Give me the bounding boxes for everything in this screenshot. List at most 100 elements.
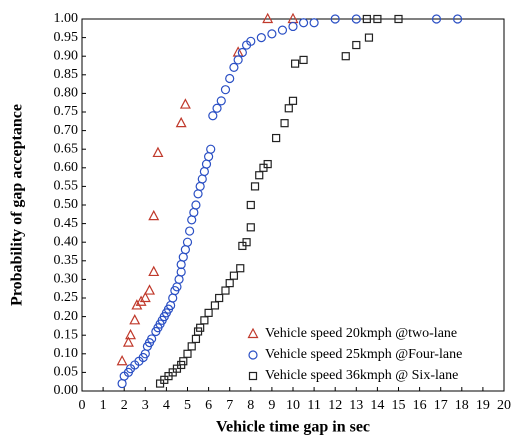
data-point (197, 174, 207, 184)
y-tick-label: 0.75 (54, 104, 79, 119)
x-tick-label: 2 (121, 398, 128, 413)
x-tick-label: 0 (79, 398, 86, 413)
x-tick-label: 20 (497, 398, 511, 413)
data-point (431, 14, 442, 24)
data-point (179, 98, 191, 109)
y-tick-label: 0.70 (54, 123, 79, 138)
data-point (187, 342, 196, 351)
data-point (220, 85, 231, 95)
data-point (201, 159, 212, 169)
data-point (225, 279, 234, 288)
data-point (256, 32, 266, 43)
y-tick-label: 0.05 (54, 365, 79, 380)
data-point (242, 238, 251, 247)
data-point (394, 14, 403, 24)
data-point (299, 55, 308, 65)
data-point (237, 47, 247, 58)
data-point (176, 267, 186, 277)
y-tick-label: 0.55 (54, 179, 79, 194)
x-tick-label: 3 (142, 398, 149, 413)
data-point (183, 349, 192, 358)
data-point (193, 189, 203, 199)
x-tick-label: 11 (307, 398, 320, 413)
data-point (199, 166, 209, 177)
data-point (262, 12, 274, 24)
data-point (168, 293, 178, 303)
y-tick-label: 0.40 (54, 234, 79, 249)
y-tick-label: 0.15 (54, 327, 79, 342)
legend-label: Vehicle speed 36kmph @ Six-lane (265, 368, 458, 383)
y-tick-label: 0.90 (54, 48, 79, 63)
data-point (364, 33, 374, 42)
data-point (210, 301, 220, 310)
data-point (229, 271, 239, 280)
y-tick-label: 0.30 (54, 272, 79, 287)
data-point (267, 29, 277, 39)
x-tick-label: 5 (184, 398, 191, 413)
data-point (255, 171, 264, 180)
x-tick-label: 10 (286, 398, 300, 413)
x-tick-label: 13 (349, 398, 363, 413)
data-point (187, 215, 197, 225)
data-point (174, 274, 184, 284)
data-point (182, 237, 193, 247)
data-point (204, 308, 213, 317)
y-tick-label: 0.20 (54, 309, 79, 324)
data-point (176, 259, 186, 270)
legend-label: Vehicle speed 25kmph @Four-lane (265, 347, 462, 362)
data-point (229, 62, 239, 72)
data-point (330, 14, 340, 24)
data-point (246, 36, 256, 46)
legend-marker (248, 350, 258, 360)
data-point (191, 200, 201, 210)
y-tick-label: 1.00 (54, 11, 79, 26)
data-point (116, 354, 128, 366)
data-point (246, 200, 255, 210)
data-point (298, 18, 309, 28)
data-point (212, 103, 222, 113)
data-point (263, 159, 272, 169)
data-point (196, 323, 205, 332)
y-tick-label: 0.50 (54, 197, 79, 212)
data-point (152, 146, 164, 158)
x-tick-label: 9 (268, 398, 275, 413)
legend-marker (247, 327, 259, 339)
data-point (144, 284, 156, 295)
data-point (246, 223, 255, 232)
data-point (277, 25, 288, 35)
data-point (147, 334, 157, 344)
data-point (148, 265, 160, 277)
x-tick-label: 8 (247, 398, 254, 413)
data-point (452, 14, 463, 24)
data-point (291, 59, 300, 68)
data-point (129, 314, 141, 325)
data-point (125, 328, 137, 340)
data-point (288, 21, 298, 32)
y-tick-label: 0.10 (54, 346, 79, 361)
data-point (117, 378, 127, 389)
x-tick-label: 15 (392, 398, 406, 413)
data-point (204, 152, 214, 162)
data-point (351, 14, 361, 24)
data-point (287, 12, 299, 24)
y-tick-label: 0.00 (54, 383, 79, 398)
data-point (341, 52, 350, 61)
x-tick-label: 7 (226, 398, 233, 413)
data-point (236, 264, 245, 273)
legend-marker (248, 371, 258, 381)
x-tick-label: 1 (100, 398, 107, 413)
x-tick-label: 14 (370, 398, 384, 413)
data-point (225, 73, 235, 84)
data-point (216, 96, 226, 106)
y-tick-label: 0.85 (54, 67, 79, 82)
y-tick-label: 0.25 (54, 290, 79, 305)
y-tick-label: 0.65 (54, 141, 79, 156)
data-point (180, 245, 190, 255)
x-tick-label: 6 (205, 398, 212, 413)
data-point (175, 116, 187, 128)
y-axis-title: Probability of gap acceptance (9, 104, 26, 306)
x-tick-label: 12 (328, 398, 342, 413)
data-point (195, 181, 205, 191)
data-point (352, 40, 361, 50)
y-tick-label: 0.95 (54, 30, 79, 45)
